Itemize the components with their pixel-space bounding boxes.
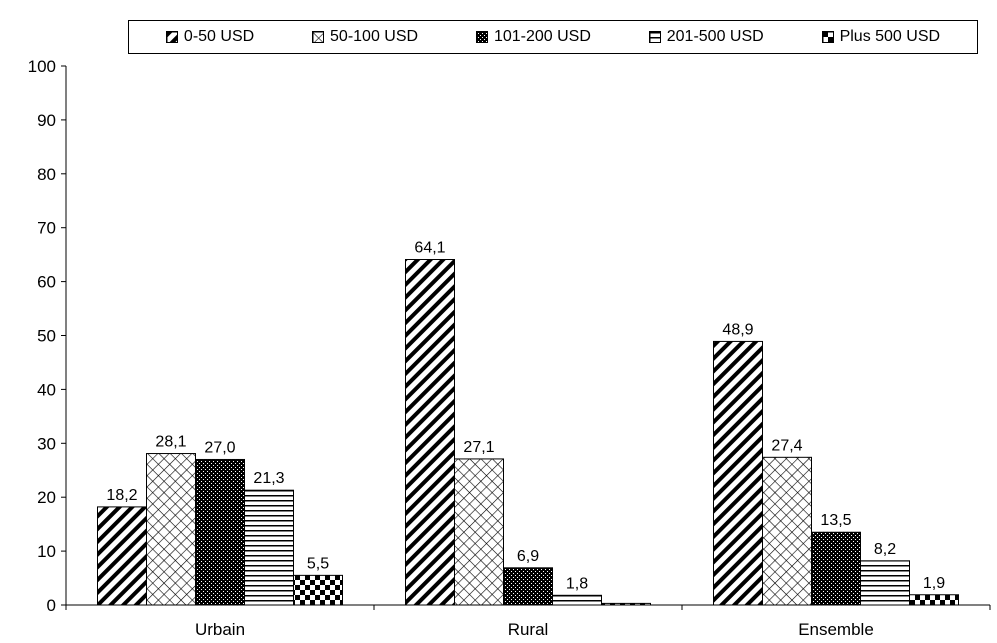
y-tick-label: 0 (47, 596, 56, 615)
legend-label: 0-50 USD (183, 28, 255, 45)
legend-item-101-200: 101-200 USD (475, 28, 591, 46)
data-label: 8,2 (874, 541, 896, 558)
data-label: 27,4 (771, 437, 802, 454)
legend-swatch-horizontal (648, 31, 661, 43)
y-tick-label: 20 (37, 488, 56, 507)
legend-item-201-500: 201-500 USD (648, 28, 764, 46)
y-tick-label: 60 (37, 273, 56, 292)
x-tick-label: Rural (508, 620, 549, 639)
legend-label: Plus 500 USD (839, 28, 941, 45)
data-label: 27,0 (204, 439, 235, 456)
legend-label: 50-100 USD (330, 28, 419, 45)
x-tick-label: Urbain (195, 620, 245, 639)
y-tick-label: 80 (37, 165, 56, 184)
legend-label: 101-200 USD (493, 28, 591, 45)
bar-checker (293, 574, 343, 606)
bar-crosshatch (762, 456, 812, 606)
legend-item-50-100: 50-100 USD (312, 28, 418, 46)
chart-legend: 0-50 USD 50-100 USD 101-200 USD 201-500 … (128, 20, 978, 54)
bar-crosshatch (454, 458, 504, 606)
bar-crosshatch (146, 453, 196, 606)
data-label: 1,8 (566, 575, 588, 592)
data-label: 28,1 (155, 434, 186, 451)
data-label: 64,1 (414, 240, 445, 257)
bar-horizontal (552, 594, 602, 606)
bar-checker (601, 602, 651, 606)
bar-checker (909, 594, 959, 606)
bar-diagonal (713, 340, 763, 606)
y-tick-label: 30 (37, 434, 56, 453)
x-tick-label: Ensemble (798, 620, 874, 639)
bar-diagonal (405, 259, 455, 606)
data-label: 5,5 (307, 555, 329, 572)
bar-diagonal (97, 506, 147, 606)
data-label: 48,9 (722, 321, 753, 338)
legend-swatch-crosshatch (312, 31, 325, 43)
bar-horizontal (860, 560, 910, 606)
bar-dark-dots (503, 567, 553, 606)
data-label: 18,2 (106, 487, 137, 504)
legend-swatch-checker (821, 31, 834, 43)
data-label: 27,1 (463, 439, 494, 456)
y-tick-label: 40 (37, 380, 56, 399)
y-tick-label: 50 (37, 327, 56, 346)
y-tick-label: 10 (37, 542, 56, 561)
data-label: 1,9 (923, 575, 945, 592)
legend-item-0-50: 0-50 USD (165, 28, 255, 46)
legend-label: 201-500 USD (666, 28, 764, 45)
chart-data-labels: 18,2 28,1 27,0 21,3 5,5 64,1 27,1 6,9 1,8 48,9 27,… (106, 240, 945, 593)
bar-dark-dots (195, 458, 245, 606)
data-label: 21,3 (253, 470, 284, 487)
bar-dark-dots (811, 531, 861, 606)
data-label: 6,9 (517, 548, 539, 565)
bar-horizontal (244, 489, 294, 606)
chart-bars (97, 259, 959, 606)
data-label: 13,5 (820, 512, 851, 529)
y-tick-label: 100 (28, 57, 56, 76)
legend-item-plus-500: Plus 500 USD (821, 28, 941, 46)
y-tick-label: 90 (37, 111, 56, 130)
legend-swatch-diagonal (165, 31, 178, 43)
y-tick-label: 70 (37, 219, 56, 238)
legend-swatch-dark-dots (475, 31, 488, 43)
